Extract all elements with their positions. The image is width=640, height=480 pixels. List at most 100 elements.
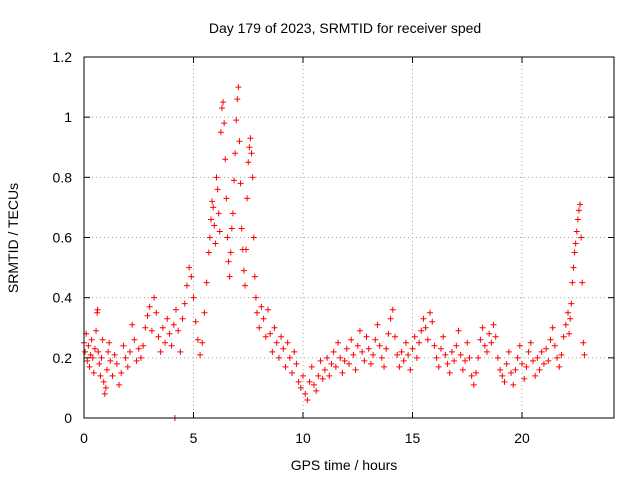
data-point xyxy=(451,357,458,364)
data-point xyxy=(551,342,558,349)
data-point xyxy=(464,339,471,346)
data-point xyxy=(267,330,274,337)
data-point xyxy=(212,240,219,247)
data-point xyxy=(241,282,248,289)
data-point xyxy=(215,210,222,217)
data-point xyxy=(289,369,296,376)
data-point xyxy=(566,330,573,337)
data-point xyxy=(124,363,131,370)
y-tick-label: 0.4 xyxy=(53,290,73,306)
data-point xyxy=(473,369,480,376)
data-point xyxy=(194,336,201,343)
data-point xyxy=(422,324,429,331)
data-point xyxy=(205,249,212,256)
data-point xyxy=(175,327,182,334)
y-tick-label: 0.2 xyxy=(53,350,73,366)
data-point xyxy=(214,186,221,193)
data-point xyxy=(411,333,418,340)
data-point xyxy=(308,363,315,370)
data-point xyxy=(94,306,101,313)
data-point xyxy=(367,360,374,367)
data-point xyxy=(547,336,554,343)
data-point xyxy=(407,366,414,373)
data-point xyxy=(232,150,239,157)
data-point xyxy=(315,372,322,379)
data-point xyxy=(306,378,313,385)
data-point xyxy=(571,249,578,256)
data-point xyxy=(192,318,199,325)
data-point xyxy=(172,306,179,313)
data-point xyxy=(221,120,228,127)
data-point xyxy=(479,324,486,331)
data-point xyxy=(418,327,425,334)
data-point xyxy=(142,324,149,331)
data-point xyxy=(286,354,293,361)
data-point xyxy=(249,174,256,181)
data-point xyxy=(129,321,136,328)
data-point xyxy=(229,210,236,217)
data-point xyxy=(565,309,572,316)
data-point xyxy=(514,354,521,361)
data-point xyxy=(494,354,501,361)
data-point xyxy=(247,135,254,142)
data-point xyxy=(170,321,177,328)
data-point xyxy=(516,342,523,349)
data-point xyxy=(543,345,550,352)
data-point xyxy=(271,324,278,331)
data-point xyxy=(140,342,147,349)
data-point xyxy=(133,357,140,364)
data-point xyxy=(435,363,442,370)
data-point xyxy=(499,372,506,379)
data-point xyxy=(238,225,245,232)
data-point xyxy=(326,372,333,379)
data-point xyxy=(234,96,241,103)
data-point xyxy=(427,309,434,316)
data-point xyxy=(359,348,366,355)
x-tick-label: 0 xyxy=(80,430,88,446)
data-point xyxy=(264,306,271,313)
data-point xyxy=(109,372,116,379)
data-point xyxy=(209,198,216,205)
y-tick-label: 1.2 xyxy=(53,49,73,65)
data-point xyxy=(135,345,142,352)
data-point xyxy=(383,345,390,352)
data-point xyxy=(558,351,565,358)
data-point xyxy=(442,351,449,358)
data-point xyxy=(248,150,255,157)
data-point xyxy=(453,342,460,349)
data-point xyxy=(87,351,94,358)
data-point xyxy=(113,360,120,367)
data-point xyxy=(385,330,392,337)
data-point xyxy=(400,357,407,364)
data-point xyxy=(103,366,110,373)
data-point xyxy=(339,369,346,376)
data-point xyxy=(88,336,95,343)
data-point xyxy=(363,333,370,340)
data-point xyxy=(387,315,394,322)
x-axis-label: GPS time / hours xyxy=(291,457,398,473)
data-point xyxy=(206,234,213,241)
x-tick-label: 10 xyxy=(295,430,311,446)
data-point xyxy=(572,240,579,247)
data-point xyxy=(536,366,543,373)
data-point xyxy=(218,105,225,112)
data-point xyxy=(324,354,331,361)
data-point xyxy=(284,339,291,346)
data-point xyxy=(100,378,107,385)
y-tick-label: 0.8 xyxy=(53,169,73,185)
data-point xyxy=(197,351,204,358)
data-point xyxy=(477,336,484,343)
data-point xyxy=(525,348,532,355)
data-point xyxy=(521,375,528,382)
data-point xyxy=(570,264,577,271)
data-point xyxy=(374,321,381,328)
data-point xyxy=(319,375,326,382)
data-point xyxy=(470,381,477,388)
data-point xyxy=(391,333,398,340)
data-point xyxy=(126,348,133,355)
data-point xyxy=(137,354,144,361)
data-point xyxy=(250,234,257,241)
data-point xyxy=(144,312,151,319)
data-point xyxy=(98,354,105,361)
